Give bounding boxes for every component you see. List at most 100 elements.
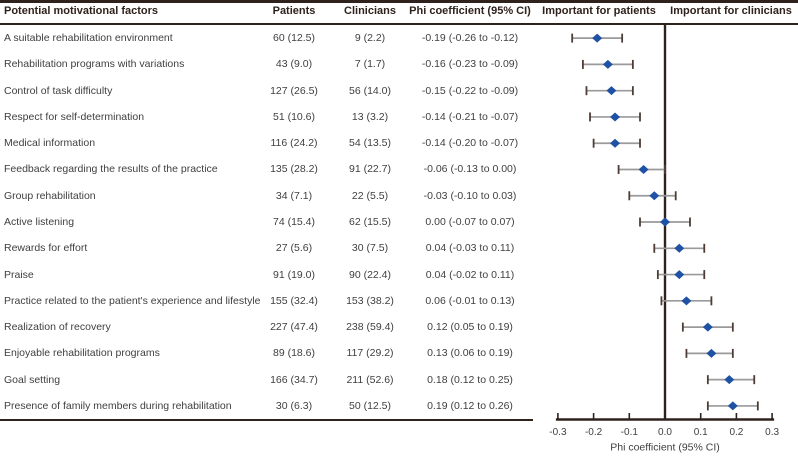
row-factor-label: Active listening: [4, 216, 75, 228]
row-factor-label: Rehabilitation programs with variations: [4, 58, 185, 71]
row-factor-label: Control of task difficulty: [4, 84, 113, 97]
x-axis-tick-label: 0.0: [658, 427, 672, 438]
row-factor-label: Realization of recovery: [4, 321, 111, 334]
row-patients-value: 74 (15.4): [272, 216, 316, 228]
table-row: Rewards for effort 27 (5.6) 30 (7.5) 0.04 (…: [0, 235, 533, 261]
table-body: A suitable rehabilitation environment 60 …: [0, 25, 533, 419]
row-phi-ci-value: 0.12 (0.05 to 0.19): [427, 321, 513, 334]
row-factor-label: Praise: [4, 268, 34, 281]
x-axis-tick-label: 0.2: [729, 427, 743, 438]
row-phi-ci-value: 0.18 (0.12 to 0.25): [427, 373, 513, 386]
row-phi-ci-value: 0.19 (0.12 to 0.26): [427, 399, 513, 412]
x-axis-tick-label: -0.1: [621, 427, 639, 438]
row-clinicians-value: 153 (38.2): [346, 294, 394, 307]
row-patients-value: 127 (26.5): [270, 84, 318, 97]
row-phi-ci-value: -0.16 (-0.23 to -0.09): [421, 58, 519, 71]
table-row: Medical information 116 (24.2) 54 (13.5) -0…: [0, 130, 533, 156]
row-phi-ci-value: -0.14 (-0.21 to -0.07): [421, 110, 519, 123]
row-phi-ci-value: 0.06 (-0.01 to 0.13): [425, 294, 515, 307]
row-phi-ci-value: -0.03 (-0.10 to 0.03): [423, 189, 517, 202]
row-patients-value: 91 (19.0): [272, 268, 316, 281]
row-factor-label: Feedback regarding the results of the pr…: [4, 163, 218, 176]
column-header-clinicians: Clinicians: [344, 5, 396, 17]
row-factor-label: Goal setting: [4, 373, 61, 386]
row-phi-ci-value: -0.06 (-0.13 to 0.00): [423, 163, 517, 176]
row-factor-label: Rewards for effort: [4, 242, 88, 255]
table-row: Respect for self-determination 51 (10.6) 1…: [0, 104, 533, 130]
plot-header-important-for-clinicians: Important for clinicians: [670, 5, 792, 17]
phi-point-marker: [724, 375, 735, 385]
row-phi-ci-value: 0.13 (0.06 to 0.19): [427, 347, 513, 360]
x-axis-tick-label: -0.3: [549, 427, 567, 438]
table-row: Realization of recovery 227 (47.4) 238 (59…: [0, 314, 533, 340]
row-clinicians-value: 117 (29.2): [346, 347, 394, 360]
row-patients-value: 227 (47.4): [270, 321, 318, 334]
x-axis-tick-label: 0.1: [694, 427, 708, 438]
row-factor-label: Respect for self-determination: [4, 110, 145, 123]
row-phi-ci-value: -0.14 (-0.20 to -0.07): [421, 137, 519, 150]
row-phi-ci-value: 0.04 (-0.02 to 0.11): [425, 268, 515, 281]
row-clinicians-value: 54 (13.5): [348, 137, 392, 150]
row-factor-label: Practice related to the patient's experi…: [4, 294, 261, 307]
table-bottom-rule: [0, 418, 533, 421]
row-clinicians-value: 7 (1.7): [354, 58, 386, 71]
table-row: Group rehabilitation 34 (7.1) 22 (5.5) -0.0…: [0, 183, 533, 209]
row-patients-value: 43 (9.0): [275, 58, 313, 71]
table-row: Feedback regarding the results of the pr…: [0, 156, 533, 182]
row-phi-ci-value: -0.19 (-0.26 to -0.12): [421, 32, 519, 45]
row-phi-ci-value: -0.15 (-0.22 to -0.09): [421, 84, 519, 97]
table-row: Praise 91 (19.0) 90 (22.4) 0.04 (-0.02 to 0…: [0, 261, 533, 287]
row-factor-label: Presence of family members during rehabi…: [4, 399, 232, 412]
row-patients-value: 51 (10.6): [272, 110, 316, 123]
row-patients-value: 30 (6.3): [275, 399, 313, 412]
x-axis-tick-label: -0.2: [585, 427, 603, 438]
row-factor-label: Group rehabilitation: [4, 189, 96, 202]
row-clinicians-value: 211 (52.6): [346, 373, 394, 386]
row-clinicians-value: 22 (5.5): [351, 189, 389, 202]
phi-point-marker: [602, 59, 613, 69]
row-factor-label: A suitable rehabilitation environment: [4, 32, 173, 45]
x-axis-title: Phi coefficient (95% CI): [610, 442, 720, 454]
phi-point-marker: [706, 348, 717, 358]
row-patients-value: 34 (7.1): [275, 189, 313, 202]
table-row: Practice related to the patient's experi…: [0, 288, 533, 314]
table-row: A suitable rehabilitation environment 60 …: [0, 25, 533, 51]
phi-point-marker: [649, 191, 660, 201]
row-clinicians-value: 9 (2.2): [354, 32, 386, 45]
phi-point-marker: [674, 243, 685, 253]
column-header-factors: Potential motivational factors: [4, 5, 159, 17]
table-row: Enjoyable rehabilitation programs 89 (18.…: [0, 340, 533, 366]
phi-point-marker: [674, 270, 685, 280]
table-row: Rehabilitation programs with variations 4…: [0, 51, 533, 77]
phi-point-marker: [592, 33, 603, 43]
forest-plot-canvas: -0.3 -0.2 -0.1 0.0 0.1 0.2 0.3 Phi coefficient …: [549, 23, 779, 454]
phi-point-marker: [606, 86, 617, 96]
row-patients-value: 89 (18.6): [272, 347, 316, 360]
row-clinicians-value: 238 (59.4): [346, 321, 394, 334]
row-clinicians-value: 13 (3.2): [351, 110, 389, 123]
row-clinicians-value: 91 (22.7): [348, 163, 392, 176]
table-row: Active listening 74 (15.4) 62 (15.5) 0.00 (…: [0, 209, 533, 235]
row-factor-label: Enjoyable rehabilitation programs: [4, 347, 160, 360]
plot-header-important-for-patients: Important for patients: [542, 5, 656, 17]
row-clinicians-value: 50 (12.5): [348, 399, 392, 412]
row-patients-value: 155 (32.4): [270, 294, 318, 307]
phi-point-marker: [660, 217, 670, 227]
phi-point-marker: [702, 322, 713, 332]
row-phi-ci-value: 0.04 (-0.03 to 0.11): [425, 242, 515, 255]
row-clinicians-value: 90 (22.4): [348, 268, 392, 281]
row-patients-value: 135 (28.2): [270, 163, 318, 176]
phi-point-marker: [610, 138, 621, 148]
row-patients-value: 166 (34.7): [270, 373, 318, 386]
row-patients-value: 60 (12.5): [272, 32, 316, 45]
table-row: Presence of family members during rehabi…: [0, 393, 533, 419]
phi-point-marker: [681, 296, 692, 306]
row-clinicians-value: 56 (14.0): [348, 84, 392, 97]
table-row: Control of task difficulty 127 (26.5) 56 (…: [0, 78, 533, 104]
top-rule: [0, 0, 798, 3]
column-header-phi: Phi coefficient (95% CI): [409, 5, 531, 17]
header-underline-rule: [0, 22, 798, 25]
x-axis-tick-label: 0.3: [765, 427, 779, 438]
row-patients-value: 27 (5.6): [275, 242, 313, 255]
